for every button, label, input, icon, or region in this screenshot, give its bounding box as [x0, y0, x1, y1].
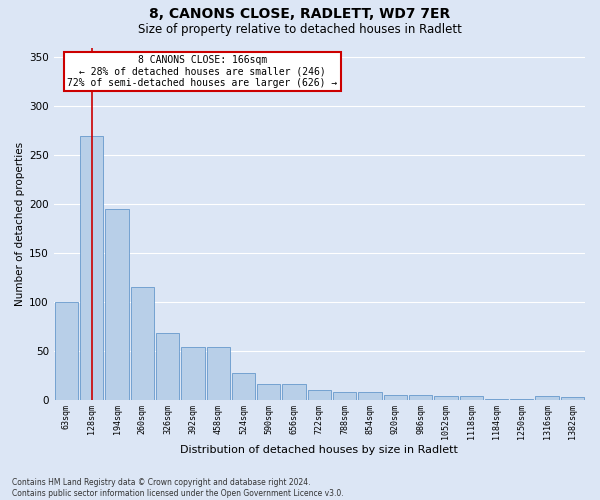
Bar [156, 333, 179, 400]
Bar [106, 209, 128, 400]
Bar [434, 396, 458, 400]
Bar [409, 394, 432, 400]
Bar [181, 347, 205, 400]
Y-axis label: Number of detached properties: Number of detached properties [15, 142, 25, 306]
Bar [358, 392, 382, 400]
Text: 8, CANONS CLOSE, RADLETT, WD7 7ER: 8, CANONS CLOSE, RADLETT, WD7 7ER [149, 8, 451, 22]
Bar [131, 287, 154, 400]
Text: 8 CANONS CLOSE: 166sqm
← 28% of detached houses are smaller (246)
72% of semi-de: 8 CANONS CLOSE: 166sqm ← 28% of detached… [67, 54, 338, 88]
Bar [206, 347, 230, 400]
Bar [55, 302, 78, 400]
Bar [383, 394, 407, 400]
Bar [308, 390, 331, 400]
Text: Contains HM Land Registry data © Crown copyright and database right 2024.
Contai: Contains HM Land Registry data © Crown c… [12, 478, 344, 498]
Text: Size of property relative to detached houses in Radlett: Size of property relative to detached ho… [138, 22, 462, 36]
Bar [510, 398, 533, 400]
Bar [80, 136, 103, 400]
Bar [561, 396, 584, 400]
Bar [333, 392, 356, 400]
Bar [257, 384, 280, 400]
X-axis label: Distribution of detached houses by size in Radlett: Distribution of detached houses by size … [181, 445, 458, 455]
Bar [485, 398, 508, 400]
Bar [283, 384, 306, 400]
Bar [232, 373, 255, 400]
Bar [460, 396, 483, 400]
Bar [535, 396, 559, 400]
